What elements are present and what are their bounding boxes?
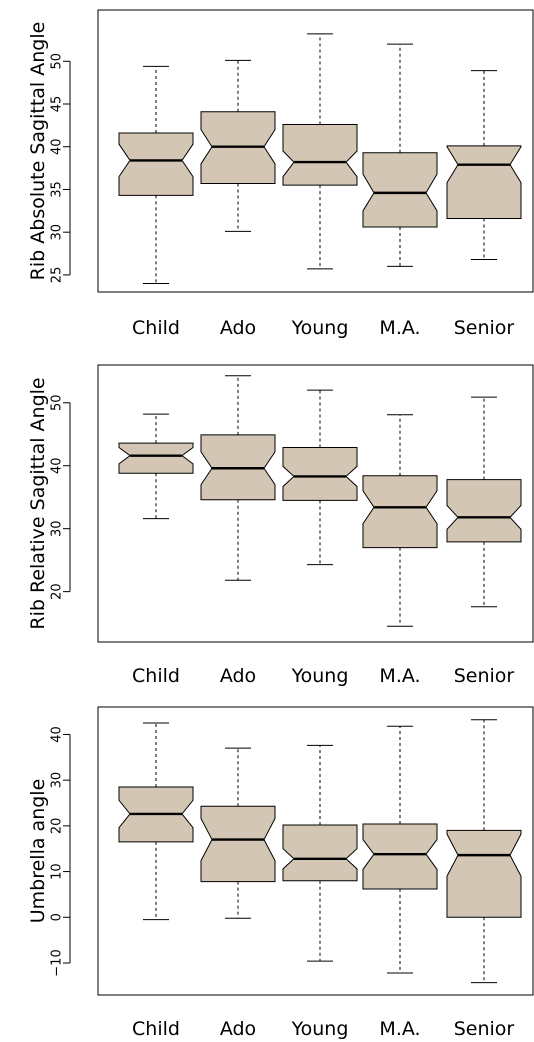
y-tick-label: 30 bbox=[50, 224, 65, 241]
y-tick-label: 20 bbox=[50, 583, 65, 600]
y-tick-label: 40 bbox=[50, 138, 65, 155]
y-tick-label: 10 bbox=[50, 863, 65, 880]
y-axis-title: Rib Absolute Sagittal Angle bbox=[27, 22, 49, 281]
x-category-label: Child bbox=[132, 665, 180, 687]
notched-box bbox=[282, 446, 358, 501]
notched-box bbox=[282, 824, 358, 882]
box-ado bbox=[200, 747, 276, 919]
box-child bbox=[118, 65, 194, 284]
y-tick-label: 20 bbox=[50, 818, 65, 835]
y-tick-label: 50 bbox=[50, 394, 65, 411]
box-ma bbox=[362, 43, 438, 267]
x-category-label: Ado bbox=[220, 317, 256, 339]
plot-frame bbox=[97, 364, 534, 643]
notched-box bbox=[446, 145, 522, 220]
x-category-label: Senior bbox=[454, 665, 515, 687]
plot-frame bbox=[97, 9, 534, 293]
notched-box bbox=[362, 152, 438, 228]
box-senior bbox=[446, 70, 522, 261]
x-category-label: M.A. bbox=[379, 665, 420, 687]
y-axis-title: Umbrella angle bbox=[27, 779, 49, 924]
box-ma bbox=[362, 725, 438, 974]
y-tick-label: 30 bbox=[50, 772, 65, 789]
y-tick-label: 30 bbox=[50, 520, 65, 537]
box-senior bbox=[446, 396, 522, 608]
panel-3: −10 0 10 20 30 40 Umbrella angle Child Ado Young M… bbox=[27, 706, 534, 1040]
x-category-label: Young bbox=[291, 665, 349, 687]
notched-box bbox=[118, 442, 194, 474]
y-tick-label: 40 bbox=[50, 726, 65, 743]
notched-box bbox=[446, 829, 522, 918]
x-category-label: Young bbox=[291, 317, 349, 339]
notched-box bbox=[446, 479, 522, 543]
y-tick-label: 0 bbox=[50, 913, 65, 921]
y-tick-label: 25 bbox=[50, 267, 65, 284]
x-category-label: Child bbox=[132, 317, 180, 339]
x-category-label: Senior bbox=[454, 317, 515, 339]
x-category-label: Young bbox=[291, 1018, 349, 1040]
box-ma bbox=[362, 414, 438, 627]
y-tick-label: 45 bbox=[50, 96, 65, 113]
y-tick-label: −10 bbox=[50, 949, 65, 976]
box-young bbox=[282, 744, 358, 962]
box-young bbox=[282, 389, 358, 566]
notched-box bbox=[362, 823, 438, 890]
y-tick-label: 50 bbox=[50, 53, 65, 70]
box-senior bbox=[446, 719, 522, 984]
notched-box bbox=[118, 132, 194, 196]
plot-frame bbox=[97, 706, 534, 996]
box-child bbox=[118, 722, 194, 921]
y-tick-label: 40 bbox=[50, 457, 65, 474]
box-young bbox=[282, 33, 358, 270]
x-category-label: Child bbox=[132, 1018, 180, 1040]
y-tick-label: 35 bbox=[50, 181, 65, 198]
box-ado bbox=[200, 59, 276, 232]
y-axis-title: Rib Relative Sagittal Angle bbox=[27, 377, 49, 629]
notched-box bbox=[282, 124, 358, 186]
notched-box bbox=[200, 805, 276, 883]
box-child bbox=[118, 413, 194, 520]
x-category-label: M.A. bbox=[379, 1018, 420, 1040]
x-category-label: Ado bbox=[220, 1018, 256, 1040]
x-category-label: M.A. bbox=[379, 317, 420, 339]
x-category-label: Senior bbox=[454, 1018, 515, 1040]
box-ado bbox=[200, 375, 276, 581]
x-category-label: Ado bbox=[220, 665, 256, 687]
notched-box bbox=[362, 475, 438, 549]
